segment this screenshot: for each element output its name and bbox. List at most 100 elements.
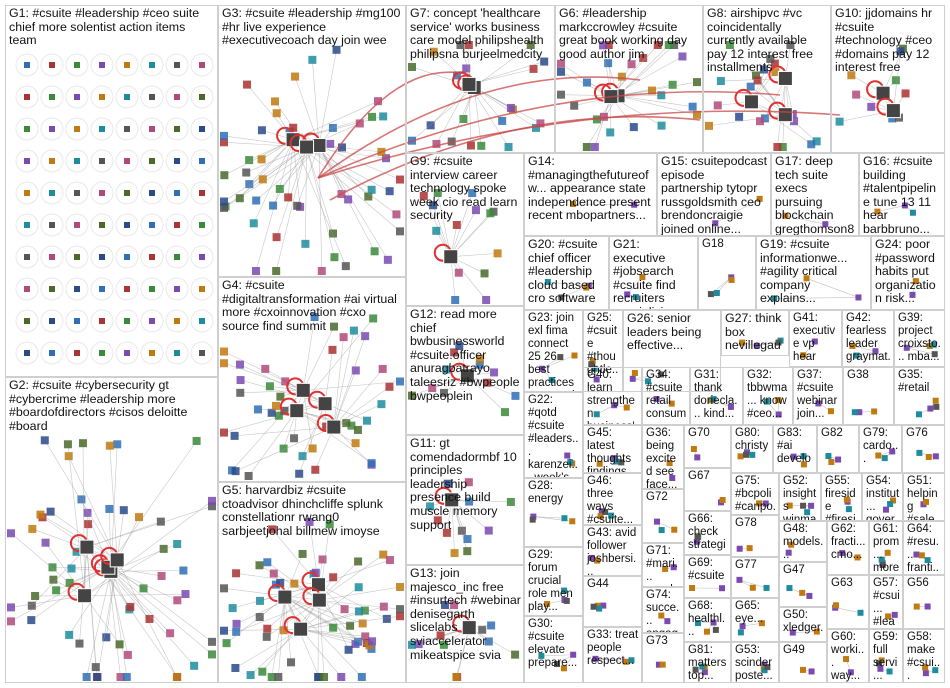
self-loop-edge [115, 309, 139, 333]
avatar-icon [719, 497, 726, 504]
edge-line [250, 628, 301, 676]
avatar-icon [856, 409, 863, 416]
edge-line [541, 356, 561, 370]
avatar-icon [220, 131, 228, 140]
edge-line [239, 139, 294, 199]
avatar-icon [713, 101, 722, 110]
self-loop-edge [65, 117, 89, 141]
group-panel-g66: G66: check strategi... [684, 511, 731, 555]
self-loop-edge [165, 181, 189, 205]
edge-line [267, 584, 319, 629]
group-panel-g15: G15: csuitepodcast episode partnership t… [657, 153, 771, 236]
avatar-icon [298, 452, 307, 461]
avatar-icon [122, 673, 131, 681]
avatar-icon [149, 350, 155, 356]
group-label: G69: #csuite [688, 557, 725, 582]
avatar-icon [896, 47, 905, 56]
avatar-icon [847, 669, 854, 676]
self-loop-edge [115, 213, 139, 237]
avatar-icon [655, 661, 662, 668]
avatar-icon [771, 68, 780, 77]
avatar-icon [857, 609, 864, 616]
avatar-icon [355, 119, 364, 128]
avatar-icon [52, 586, 61, 595]
self-loop-edge [115, 53, 139, 77]
avatar-icon [926, 342, 933, 349]
avatar-icon [379, 112, 388, 121]
group-label: G79: cardo... [863, 427, 899, 465]
avatar-icon [582, 78, 591, 87]
avatar-icon [707, 291, 714, 298]
self-loop-edge [40, 213, 64, 237]
avatar-icon [932, 667, 939, 674]
self-loop-edge [90, 341, 114, 365]
group-label: G6: #leadership markccrowley #csuite gre… [559, 6, 691, 61]
avatar-icon [828, 459, 835, 466]
avatar-icon [289, 123, 298, 132]
avatar-icon [74, 350, 80, 356]
self-loop-edge [15, 181, 39, 205]
group-panel-g7: G7: concept 'healthcare service' works b… [406, 5, 555, 153]
self-loop-edge [15, 85, 39, 109]
group-label: G50: xledger... [783, 609, 824, 642]
avatar-icon [659, 661, 666, 668]
avatar-icon [832, 602, 839, 609]
group-panel-g72: G72 [642, 489, 684, 543]
avatar-icon [749, 451, 756, 458]
edge-line [774, 297, 859, 299]
avatar-icon [753, 342, 760, 349]
group-label: G48: models... [783, 523, 824, 561]
edge-line [236, 599, 320, 633]
avatar-icon [713, 289, 720, 296]
avatar-icon [500, 408, 509, 417]
avatar-icon [310, 313, 319, 321]
avatar-icon [594, 557, 601, 564]
avatar-icon [464, 478, 473, 487]
avatar-icon [847, 71, 856, 80]
avatar-icon [432, 139, 441, 148]
self-loop-edge [65, 181, 89, 205]
edge-line [300, 615, 401, 630]
avatar-icon [851, 409, 858, 416]
group-label: G64: #resu... franti... [907, 523, 939, 574]
avatar-icon [243, 80, 252, 89]
avatar-icon [688, 102, 697, 111]
avatar-icon [457, 526, 466, 535]
avatar-icon [444, 492, 460, 508]
avatar-icon [317, 396, 333, 412]
avatar-icon [807, 140, 816, 149]
self-loop-edge [115, 181, 139, 205]
group-panel-g1: G1: #csuite #leadership #ceo suite chief… [5, 5, 218, 377]
self-loop-edge [15, 341, 39, 365]
avatar-icon [771, 295, 778, 302]
avatar-icon [531, 123, 540, 132]
avatar-icon [252, 196, 261, 205]
avatar-icon [484, 526, 493, 535]
group-label: G9: #csuite interview career technology … [410, 154, 521, 223]
avatar-icon [99, 286, 105, 292]
edge-line [284, 596, 363, 624]
avatar-icon [561, 587, 568, 594]
avatar-icon [452, 220, 461, 229]
self-loop-edge [40, 277, 64, 301]
avatar-icon [461, 76, 477, 92]
avatar-icon [83, 508, 92, 517]
edge-line [450, 253, 498, 258]
avatar-icon [174, 158, 180, 164]
avatar-icon [377, 400, 386, 409]
avatar-icon [487, 621, 496, 630]
avatar-icon [623, 658, 630, 665]
avatar-icon [739, 339, 746, 346]
avatar-icon [275, 184, 284, 193]
group-label: G28: energy [528, 480, 564, 505]
avatar-icon [102, 633, 111, 642]
group-panel-g53: G53: scinder poste... [731, 642, 779, 683]
avatar-icon [249, 219, 258, 228]
group-panel-g18: G18 [698, 236, 756, 310]
avatar-icon [736, 545, 743, 552]
avatar-icon [756, 500, 763, 507]
edge-line [333, 336, 366, 428]
avatar-icon [293, 201, 302, 210]
avatar-icon [354, 557, 363, 566]
avatar-icon [7, 603, 15, 612]
